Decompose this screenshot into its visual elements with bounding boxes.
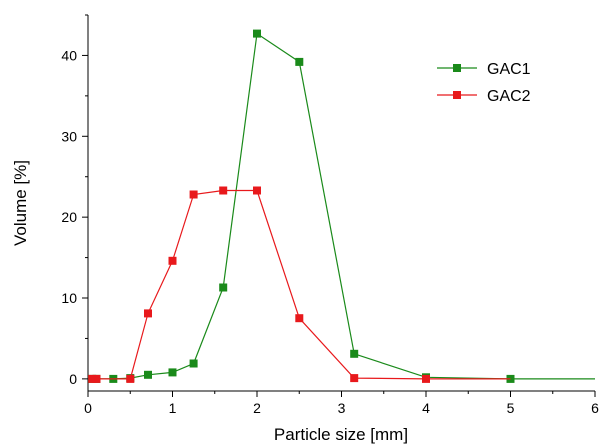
x-tick-label: 1 — [169, 400, 177, 416]
data-point-gac2 — [126, 374, 135, 383]
data-point-gac1 — [253, 29, 261, 38]
data-point-gac2 — [168, 256, 177, 265]
legend-marker-gac1 — [453, 64, 461, 72]
data-point-gac1 — [295, 57, 304, 66]
series-gac1 — [88, 29, 595, 383]
data-point-gac2 — [88, 374, 97, 383]
series-line-gac1 — [92, 32, 595, 380]
data-point-gac2 — [295, 314, 304, 323]
x-tick-label: 5 — [507, 400, 515, 416]
data-point-gac2 — [144, 309, 152, 318]
data-point-gac1 — [144, 370, 152, 379]
x-tick-label: 3 — [338, 400, 346, 416]
data-point-gac2 — [219, 186, 228, 195]
x-axis-title: Particle size [mm] — [274, 425, 408, 444]
data-point-gac2 — [253, 186, 261, 195]
data-point-gac1 — [350, 349, 359, 358]
x-tick-label: 4 — [422, 400, 430, 416]
y-tick-label: 0 — [69, 371, 77, 387]
x-tick-label: 0 — [84, 400, 92, 416]
data-point-gac2 — [350, 374, 359, 383]
legend-label-gac1: GAC1 — [487, 61, 531, 78]
y-tick-label: 30 — [61, 128, 77, 144]
y-tick-label: 40 — [61, 47, 77, 63]
data-point-gac1 — [189, 359, 198, 368]
ticks: 0 1 2 3 4 5 6 0 10 20 30 40 — [61, 14, 599, 416]
data-point-gac2 — [189, 190, 198, 199]
data-point-gac1 — [168, 368, 177, 377]
y-tick-label: 10 — [61, 290, 77, 306]
series-line-gac2 — [92, 189, 511, 380]
series — [88, 29, 595, 383]
legend-marker-gac2 — [453, 91, 461, 99]
legend: GAC1 GAC2 — [437, 61, 531, 105]
data-point-gac1 — [219, 283, 228, 292]
x-tick-label: 2 — [253, 400, 261, 416]
data-point-gac2 — [92, 374, 101, 383]
y-tick-label: 20 — [61, 209, 77, 225]
legend-label-gac2: GAC2 — [487, 88, 531, 105]
data-point-gac2 — [422, 374, 430, 383]
x-tick-label: 6 — [591, 400, 599, 416]
series-gac2 — [88, 186, 511, 383]
y-axis-title: Volume [%] — [11, 160, 30, 246]
